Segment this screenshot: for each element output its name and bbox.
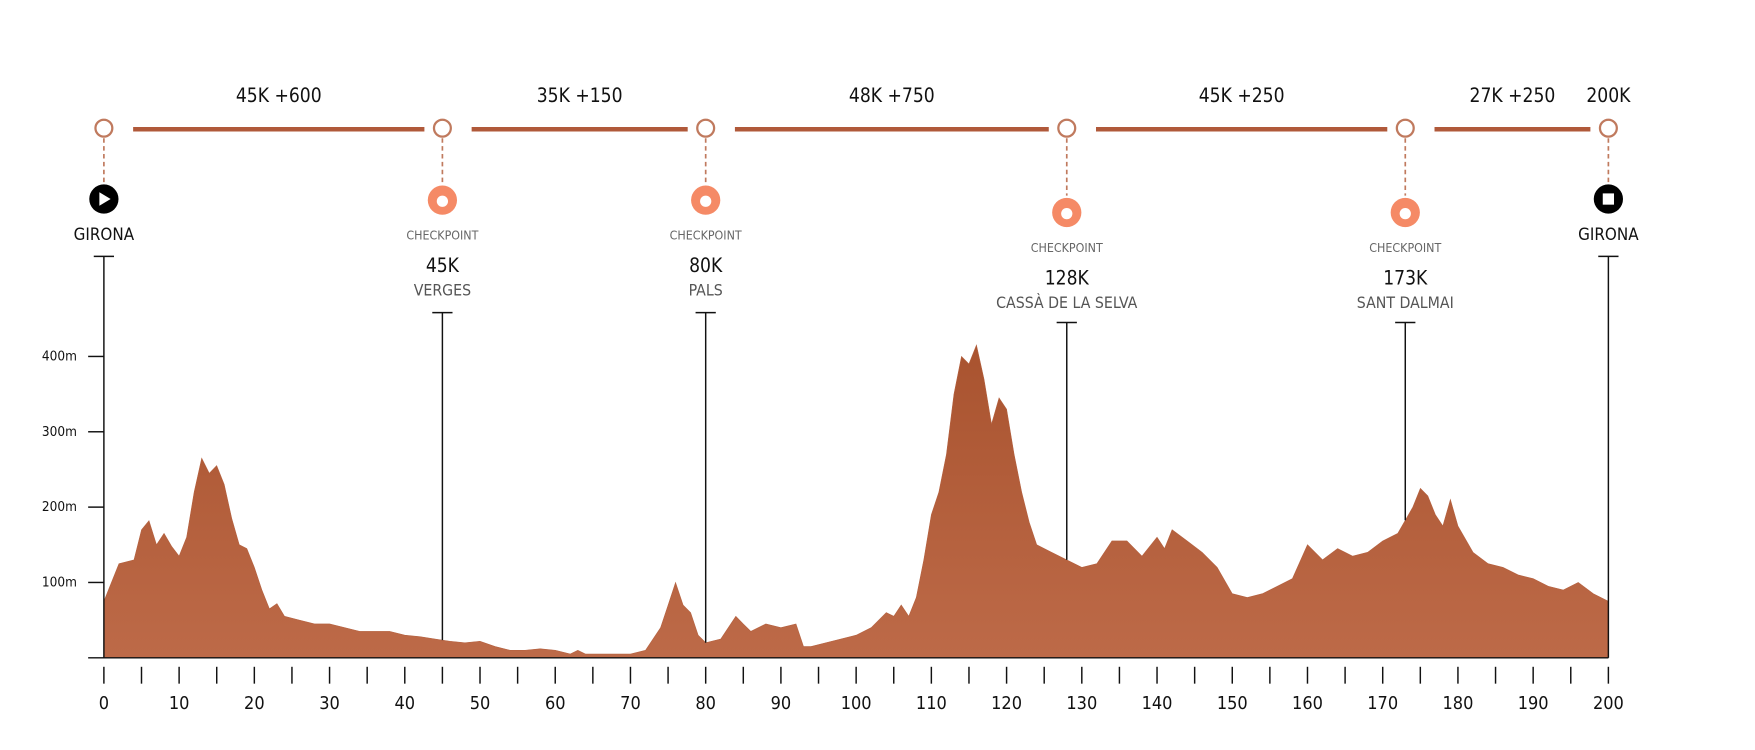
waypoint-dot (1598, 118, 1618, 138)
waypoint-name: GIRONA (74, 224, 135, 244)
checkpoint-name: CASSÀ DE LA SELVA (996, 293, 1138, 312)
x-tick-label: 110 (916, 693, 947, 714)
checkpoint-name: PALS (689, 281, 723, 300)
x-tick-label: 90 (771, 693, 792, 714)
y-tick-label: 100m (42, 574, 77, 590)
y-tick-label: 300m (42, 424, 77, 440)
checkpoint-kind: CHECKPOINT (1369, 241, 1441, 255)
x-tick-label: 190 (1518, 693, 1549, 714)
finish-km: 200K (1586, 84, 1631, 107)
x-tick-label: 180 (1442, 693, 1473, 714)
x-tick-label: 70 (620, 693, 641, 714)
x-tick-label: 200 (1593, 693, 1624, 714)
y-tick-label: 400m (42, 348, 77, 364)
x-tick-label: 30 (319, 693, 340, 714)
x-tick-label: 0 (99, 693, 109, 714)
waypoint-dot (696, 118, 716, 138)
checkpoint-name: VERGES (414, 281, 471, 300)
elevation-area (103, 344, 1609, 659)
x-tick-label: 130 (1066, 693, 1097, 714)
segment-label: 48K +750 (849, 84, 935, 107)
x-tick-label: 10 (169, 693, 190, 714)
checkpoint-km: 45K (426, 254, 460, 277)
x-tick-label: 140 (1142, 693, 1173, 714)
x-tick-label: 120 (991, 693, 1022, 714)
checkpoint-kind: CHECKPOINT (670, 229, 742, 243)
waypoint-dot (432, 118, 452, 138)
apple-icon (1061, 208, 1073, 220)
waypoint-dot (1057, 118, 1077, 138)
waypoint-name: GIRONA (1578, 224, 1639, 244)
checkpoint-km: 173K (1383, 266, 1428, 289)
x-tick-label: 170 (1367, 693, 1398, 714)
apple-icon (1399, 208, 1411, 220)
segment-label: 45K +250 (1199, 84, 1285, 107)
segment-label: 35K +150 (537, 84, 623, 107)
x-tick-label: 60 (545, 693, 566, 714)
waypoint-dot (94, 118, 114, 138)
apple-icon (700, 195, 712, 207)
waypoint-dot (1395, 118, 1415, 138)
y-tick-label: 200m (42, 499, 77, 515)
segment-label: 27K +250 (1470, 84, 1556, 107)
checkpoint-km: 80K (689, 254, 723, 277)
checkpoint-name: SANT DALMAI (1357, 293, 1454, 312)
x-tick-label: 100 (841, 693, 872, 714)
checkpoint-kind: CHECKPOINT (1031, 241, 1103, 255)
stop-glyph (1602, 193, 1615, 205)
x-tick-label: 150 (1217, 693, 1248, 714)
play-glyph (99, 192, 111, 206)
checkpoint-kind: CHECKPOINT (406, 229, 478, 243)
x-tick-label: 20 (244, 693, 265, 714)
apple-icon (436, 195, 449, 207)
x-tick-label: 160 (1292, 693, 1323, 714)
x-tick-label: 40 (394, 693, 415, 714)
x-tick-label: 80 (695, 693, 716, 714)
segment-label: 45K +600 (236, 84, 322, 107)
x-tick-label: 50 (470, 693, 491, 714)
checkpoint-km: 128K (1045, 266, 1090, 289)
